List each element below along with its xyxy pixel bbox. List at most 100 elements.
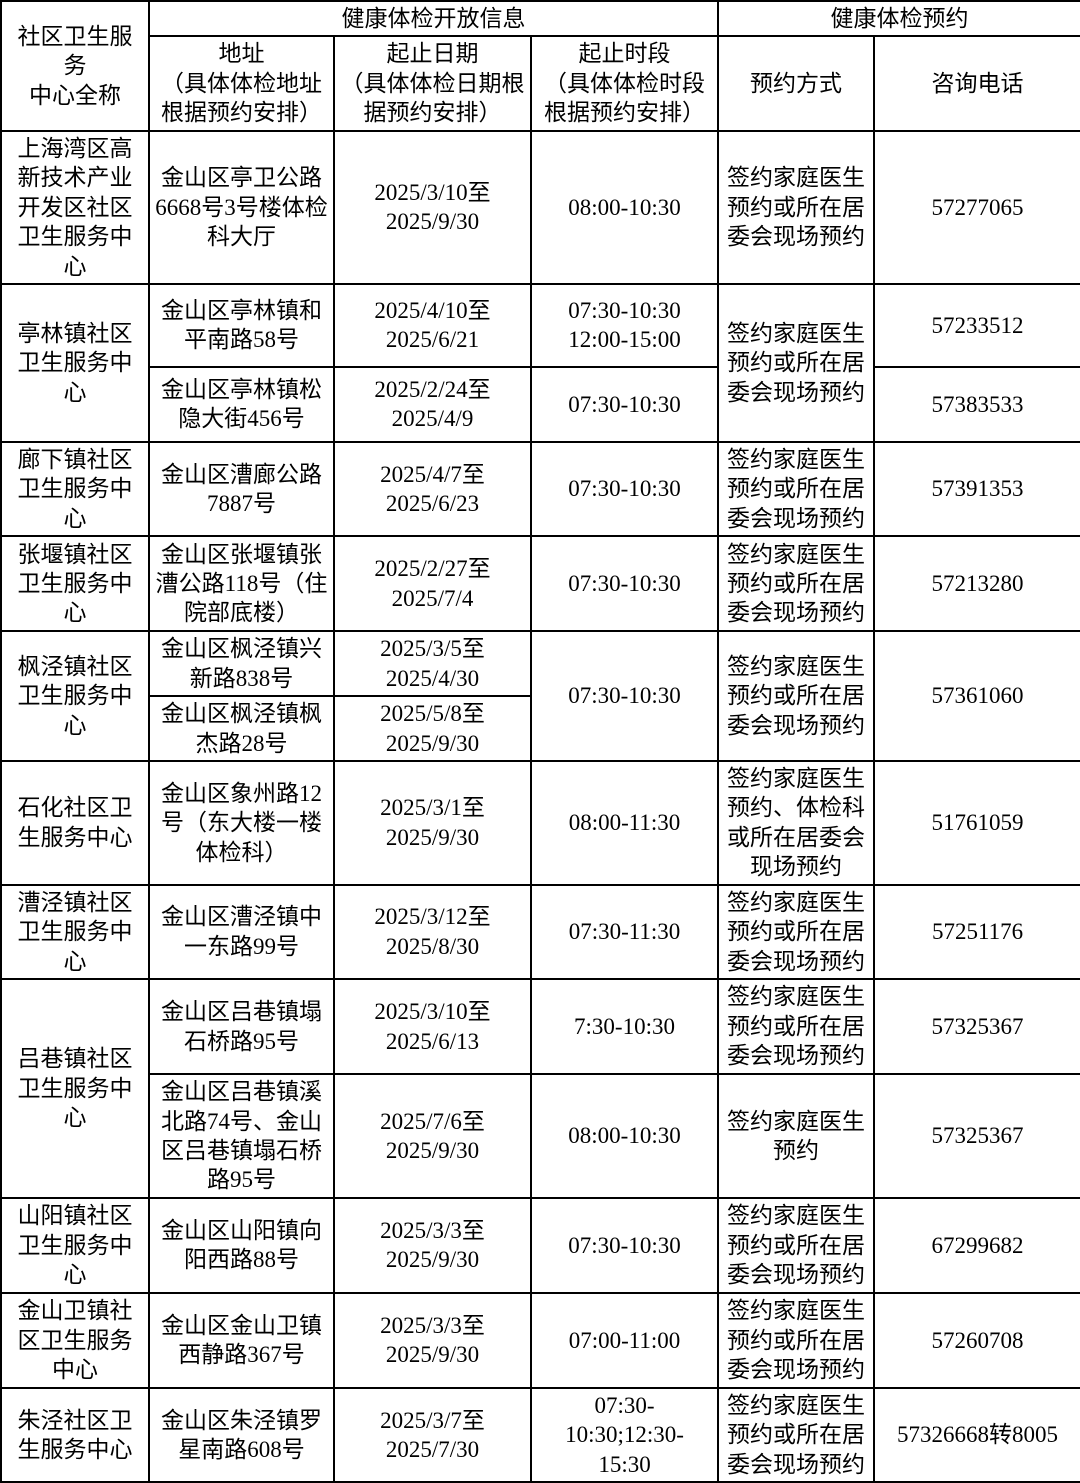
cell-booking: 签约家庭医生预约或所在居委会现场预约 bbox=[717, 1386, 876, 1483]
cell-time: 07:30-10:30 bbox=[529, 365, 720, 443]
cell-phone: 67299682 bbox=[873, 1196, 1080, 1294]
cell-booking: 签约家庭医生预约或所在居委会现场预约 bbox=[717, 883, 876, 981]
table-row: 枫泾镇社区卫生服务中心 金山区枫泾镇兴新路838号 2025/3/5至 2025… bbox=[0, 630, 1080, 762]
cell-dates: 2025/3/3至 2025/9/30 bbox=[333, 1196, 532, 1294]
cell-dates: 2025/5/8至 2025/9/30 bbox=[333, 695, 532, 762]
cell-booking: 签约家庭医生预约或所在居委会现场预约 bbox=[717, 440, 876, 538]
header-group-open-info: 健康体检开放信息 bbox=[147, 0, 720, 38]
cell-phone: 57326668转8005 bbox=[873, 1386, 1080, 1483]
header-row-groups: 社区卫生服务 中心全称 健康体检开放信息 健康体检预约 bbox=[0, 0, 1080, 132]
cell-dates: 2025/2/24至 2025/4/9 bbox=[333, 365, 532, 443]
cell-dates: 2025/3/7至 2025/7/30 bbox=[333, 1386, 532, 1483]
table-row: 上海湾区高新技术产业开发区社区卫生服务中心 金山区亭卫公路6668号3号楼体检科… bbox=[0, 129, 1080, 285]
cell-dates: 2025/3/1至 2025/9/30 bbox=[333, 760, 532, 886]
header-address: 地址 （具体体检地址 根据预约安排） bbox=[148, 35, 335, 132]
cell-phone: 57277065 bbox=[873, 129, 1080, 285]
cell-dates: 2025/4/10至 2025/6/21 bbox=[333, 282, 532, 368]
cell-booking: 签约家庭医生预约或所在居委会现场预约 bbox=[717, 1196, 876, 1294]
cell-dates: 2025/3/5至 2025/4/30 bbox=[333, 630, 532, 698]
cell-dates: 2025/4/7至 2025/6/23 bbox=[333, 440, 532, 538]
cell-center-name: 张堰镇社区卫生服务中心 bbox=[0, 535, 150, 633]
cell-phone: 57213280 bbox=[873, 535, 1080, 633]
cell-center-name: 金山卫镇社区卫生服务中心 bbox=[0, 1291, 150, 1389]
table-row: 石化社区卫生服务中心 金山区象州路12号（东大楼一楼体检科） 2025/3/1至… bbox=[0, 760, 1080, 886]
cell-booking: 签约家庭医生预约或所在居委会现场预约 bbox=[717, 978, 876, 1076]
cell-time: 07:30-10:30 bbox=[529, 535, 720, 633]
cell-center-name: 漕泾镇社区卫生服务中心 bbox=[0, 883, 150, 981]
header-dates: 起止日期 （具体体检日期根 据预约安排） bbox=[333, 35, 532, 132]
cell-address: 金山区朱泾镇罗星南路608号 bbox=[148, 1386, 335, 1483]
table-row: 亭林镇社区卫生服务中心 金山区亭林镇和平南路58号 2025/4/10至 202… bbox=[0, 282, 1080, 443]
cell-phone: 57260708 bbox=[873, 1291, 1080, 1389]
table-row: 金山区枫泾镇枫杰路28号 2025/5/8至 2025/9/30 bbox=[1, 695, 1080, 762]
cell-center-name: 朱泾社区卫生服务中心 bbox=[0, 1386, 150, 1483]
cell-time: 07:30-10:30 bbox=[529, 630, 720, 762]
table-row: 漕泾镇社区卫生服务中心 金山区漕泾镇中一东路99号 2025/3/12至 202… bbox=[0, 883, 1080, 981]
table-row: 金山区亭林镇松隐大街456号 2025/2/24至 2025/4/9 07:30… bbox=[1, 365, 1080, 443]
cell-time: 07:30-10:30 bbox=[529, 1196, 720, 1294]
header-group-booking: 健康体检预约 bbox=[717, 0, 1080, 38]
cell-address: 金山区枫泾镇兴新路838号 bbox=[148, 630, 335, 698]
table-row: 廊下镇社区卫生服务中心 金山区漕廊公路7887号 2025/4/7至 2025/… bbox=[0, 440, 1080, 538]
cell-phone: 51761059 bbox=[873, 760, 1080, 886]
table-row: 朱泾社区卫生服务中心 金山区朱泾镇罗星南路608号 2025/3/7至 2025… bbox=[0, 1386, 1080, 1483]
cell-phone: 57233512 bbox=[873, 282, 1080, 368]
cell-address: 金山区枫泾镇枫杰路28号 bbox=[148, 695, 335, 762]
cell-time: 07:00-11:00 bbox=[529, 1291, 720, 1389]
cell-address: 金山区吕巷镇塌石桥路95号 bbox=[148, 978, 335, 1076]
cell-address: 金山区象州路12号（东大楼一楼体检科） bbox=[148, 760, 335, 886]
header-row-columns: 地址 （具体体检地址 根据预约安排） 起止日期 （具体体检日期根 据预约安排） … bbox=[1, 35, 1080, 132]
cell-center-name: 上海湾区高新技术产业开发区社区卫生服务中心 bbox=[0, 129, 150, 285]
cell-center-name: 吕巷镇社区卫生服务中心 bbox=[0, 978, 150, 1199]
cell-center-name: 亭林镇社区卫生服务中心 bbox=[0, 282, 150, 443]
cell-address: 金山区亭林镇和平南路58号 bbox=[148, 282, 335, 368]
table-row: 山阳镇社区卫生服务中心 金山区山阳镇向阳西路88号 2025/3/3至 2025… bbox=[0, 1196, 1080, 1294]
cell-dates: 2025/2/27至 2025/7/4 bbox=[333, 535, 532, 633]
cell-time: 07:30-10:30 bbox=[529, 440, 720, 538]
cell-address: 金山区张堰镇张漕公路118号（住院部底楼） bbox=[148, 535, 335, 633]
header-center-name: 社区卫生服务 中心全称 bbox=[0, 0, 150, 132]
header-booking-method: 预约方式 bbox=[717, 35, 876, 132]
table-row: 金山卫镇社区卫生服务中心 金山区金山卫镇西静路367号 2025/3/3至 20… bbox=[0, 1291, 1080, 1389]
cell-time: 08:00-10:30 bbox=[529, 129, 720, 285]
cell-time: 7:30-10:30 bbox=[529, 978, 720, 1076]
cell-time: 08:00-10:30 bbox=[529, 1073, 720, 1199]
cell-phone: 57251176 bbox=[873, 883, 1080, 981]
cell-address: 金山区漕泾镇中一东路99号 bbox=[148, 883, 335, 981]
cell-phone: 57361060 bbox=[873, 630, 1080, 762]
header-phone: 咨询电话 bbox=[873, 35, 1080, 132]
cell-dates: 2025/3/10至 2025/9/30 bbox=[333, 129, 532, 285]
cell-time: 07:30- 10:30;12:30- 15:30 bbox=[529, 1386, 720, 1483]
cell-dates: 2025/3/10至 2025/6/13 bbox=[333, 978, 532, 1076]
cell-center-name: 枫泾镇社区卫生服务中心 bbox=[0, 630, 150, 762]
table-row: 金山区吕巷镇溪北路74号、金山区吕巷镇塌石桥路95号 2025/7/6至 202… bbox=[1, 1073, 1080, 1199]
table-row: 吕巷镇社区卫生服务中心 金山区吕巷镇塌石桥路95号 2025/3/10至 202… bbox=[0, 978, 1080, 1199]
cell-booking: 签约家庭医生预约或所在居委会现场预约 bbox=[717, 1291, 876, 1389]
cell-address: 金山区吕巷镇溪北路74号、金山区吕巷镇塌石桥路95号 bbox=[148, 1073, 335, 1199]
cell-booking: 签约家庭医生预约或所在居委会现场预约 bbox=[717, 630, 876, 762]
cell-dates: 2025/3/3至 2025/9/30 bbox=[333, 1291, 532, 1389]
cell-booking: 签约家庭医生预约或所在居委会现场预约 bbox=[717, 129, 876, 285]
cell-center-name: 廊下镇社区卫生服务中心 bbox=[0, 440, 150, 538]
cell-dates: 2025/7/6至 2025/9/30 bbox=[333, 1073, 532, 1199]
cell-address: 金山区亭卫公路6668号3号楼体检科大厅 bbox=[148, 129, 335, 285]
cell-phone: 57391353 bbox=[873, 440, 1080, 538]
cell-booking: 签约家庭医生预约或所在居委会现场预约 bbox=[717, 535, 876, 633]
cell-phone: 57325367 bbox=[873, 978, 1080, 1076]
cell-address: 金山区金山卫镇西静路367号 bbox=[148, 1291, 335, 1389]
cell-center-name: 山阳镇社区卫生服务中心 bbox=[0, 1196, 150, 1294]
cell-booking: 签约家庭医生预约 bbox=[717, 1073, 876, 1199]
header-time: 起止时段 （具体体检时段 根据预约安排） bbox=[529, 35, 720, 132]
cell-time: 07:30-11:30 bbox=[529, 883, 720, 981]
cell-center-name: 石化社区卫生服务中心 bbox=[0, 760, 150, 886]
cell-booking: 签约家庭医生预约或所在居委会现场预约 bbox=[717, 282, 876, 443]
cell-time: 07:30-10:30 12:00-15:00 bbox=[529, 282, 720, 368]
cell-dates: 2025/3/12至 2025/8/30 bbox=[333, 883, 532, 981]
cell-phone: 57383533 bbox=[873, 365, 1080, 443]
cell-phone: 57325367 bbox=[873, 1073, 1080, 1199]
cell-booking: 签约家庭医生预约、体检科或所在居委会现场预约 bbox=[717, 760, 876, 886]
cell-address: 金山区亭林镇松隐大街456号 bbox=[148, 365, 335, 443]
cell-address: 金山区漕廊公路7887号 bbox=[148, 440, 335, 538]
table-row: 张堰镇社区卫生服务中心 金山区张堰镇张漕公路118号（住院部底楼） 2025/2… bbox=[0, 535, 1080, 633]
